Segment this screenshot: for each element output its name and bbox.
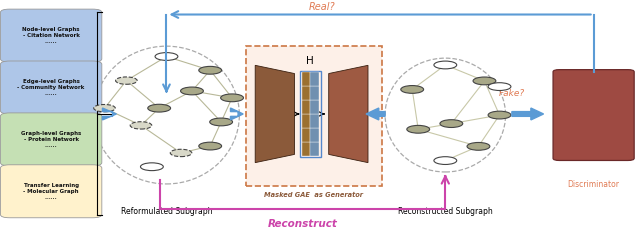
Text: Masked GAE  as Generator: Masked GAE as Generator: [264, 192, 364, 198]
Text: Reconstructed Subgraph: Reconstructed Subgraph: [398, 207, 493, 216]
FancyBboxPatch shape: [553, 70, 634, 161]
Circle shape: [221, 94, 243, 102]
Bar: [310, 128, 319, 142]
Circle shape: [407, 125, 429, 133]
Bar: [310, 114, 319, 128]
FancyArrow shape: [366, 108, 385, 120]
Bar: [302, 86, 310, 100]
Text: Discriminator: Discriminator: [568, 180, 620, 189]
Circle shape: [155, 53, 178, 60]
Circle shape: [401, 85, 424, 93]
Circle shape: [130, 122, 152, 129]
Bar: [300, 71, 321, 157]
Text: Decoder: Decoder: [348, 97, 353, 131]
Circle shape: [440, 120, 463, 128]
Circle shape: [488, 83, 511, 91]
Circle shape: [116, 77, 137, 84]
FancyBboxPatch shape: [1, 165, 102, 218]
Bar: [310, 100, 319, 114]
Circle shape: [434, 61, 457, 69]
FancyArrow shape: [102, 108, 116, 120]
Polygon shape: [255, 65, 294, 163]
Text: Node-level Graphs
- Citation Network
......: Node-level Graphs - Citation Network ...…: [22, 27, 80, 44]
FancyBboxPatch shape: [1, 9, 102, 62]
FancyArrow shape: [512, 108, 543, 120]
FancyBboxPatch shape: [1, 113, 102, 166]
Text: H: H: [307, 56, 314, 66]
Bar: [310, 72, 319, 86]
Circle shape: [170, 149, 192, 157]
FancyArrow shape: [230, 108, 243, 120]
Circle shape: [199, 142, 221, 150]
Bar: [310, 86, 319, 100]
FancyBboxPatch shape: [246, 46, 382, 186]
Circle shape: [93, 104, 115, 112]
Circle shape: [473, 77, 496, 85]
Circle shape: [199, 66, 221, 74]
Circle shape: [210, 118, 232, 126]
Text: Encoder: Encoder: [270, 97, 276, 131]
Text: Edge-level Graphs
- Community Network
......: Edge-level Graphs - Community Network ..…: [17, 79, 85, 96]
Bar: [310, 142, 319, 156]
Circle shape: [148, 104, 171, 112]
Bar: [302, 100, 310, 114]
Circle shape: [180, 87, 204, 95]
Bar: [302, 72, 310, 86]
Text: Graph-level Graphs
- Protein Network
......: Graph-level Graphs - Protein Network ...…: [21, 131, 81, 148]
Bar: [302, 142, 310, 156]
Polygon shape: [329, 65, 368, 163]
FancyBboxPatch shape: [1, 61, 102, 114]
Circle shape: [434, 157, 457, 164]
Text: Reformulated Subgraph: Reformulated Subgraph: [121, 207, 212, 216]
Circle shape: [467, 143, 490, 150]
Circle shape: [488, 111, 511, 119]
Text: GNN
Readout: GNN Readout: [571, 104, 616, 126]
Circle shape: [141, 163, 163, 171]
Text: Fake?: Fake?: [499, 89, 525, 98]
Bar: [302, 128, 310, 142]
Text: Transfer Learning
- Molecular Graph
......: Transfer Learning - Molecular Graph ....…: [24, 183, 79, 200]
Bar: [302, 114, 310, 128]
Text: Real?: Real?: [308, 2, 335, 12]
Text: Reconstruct: Reconstruct: [268, 219, 338, 229]
